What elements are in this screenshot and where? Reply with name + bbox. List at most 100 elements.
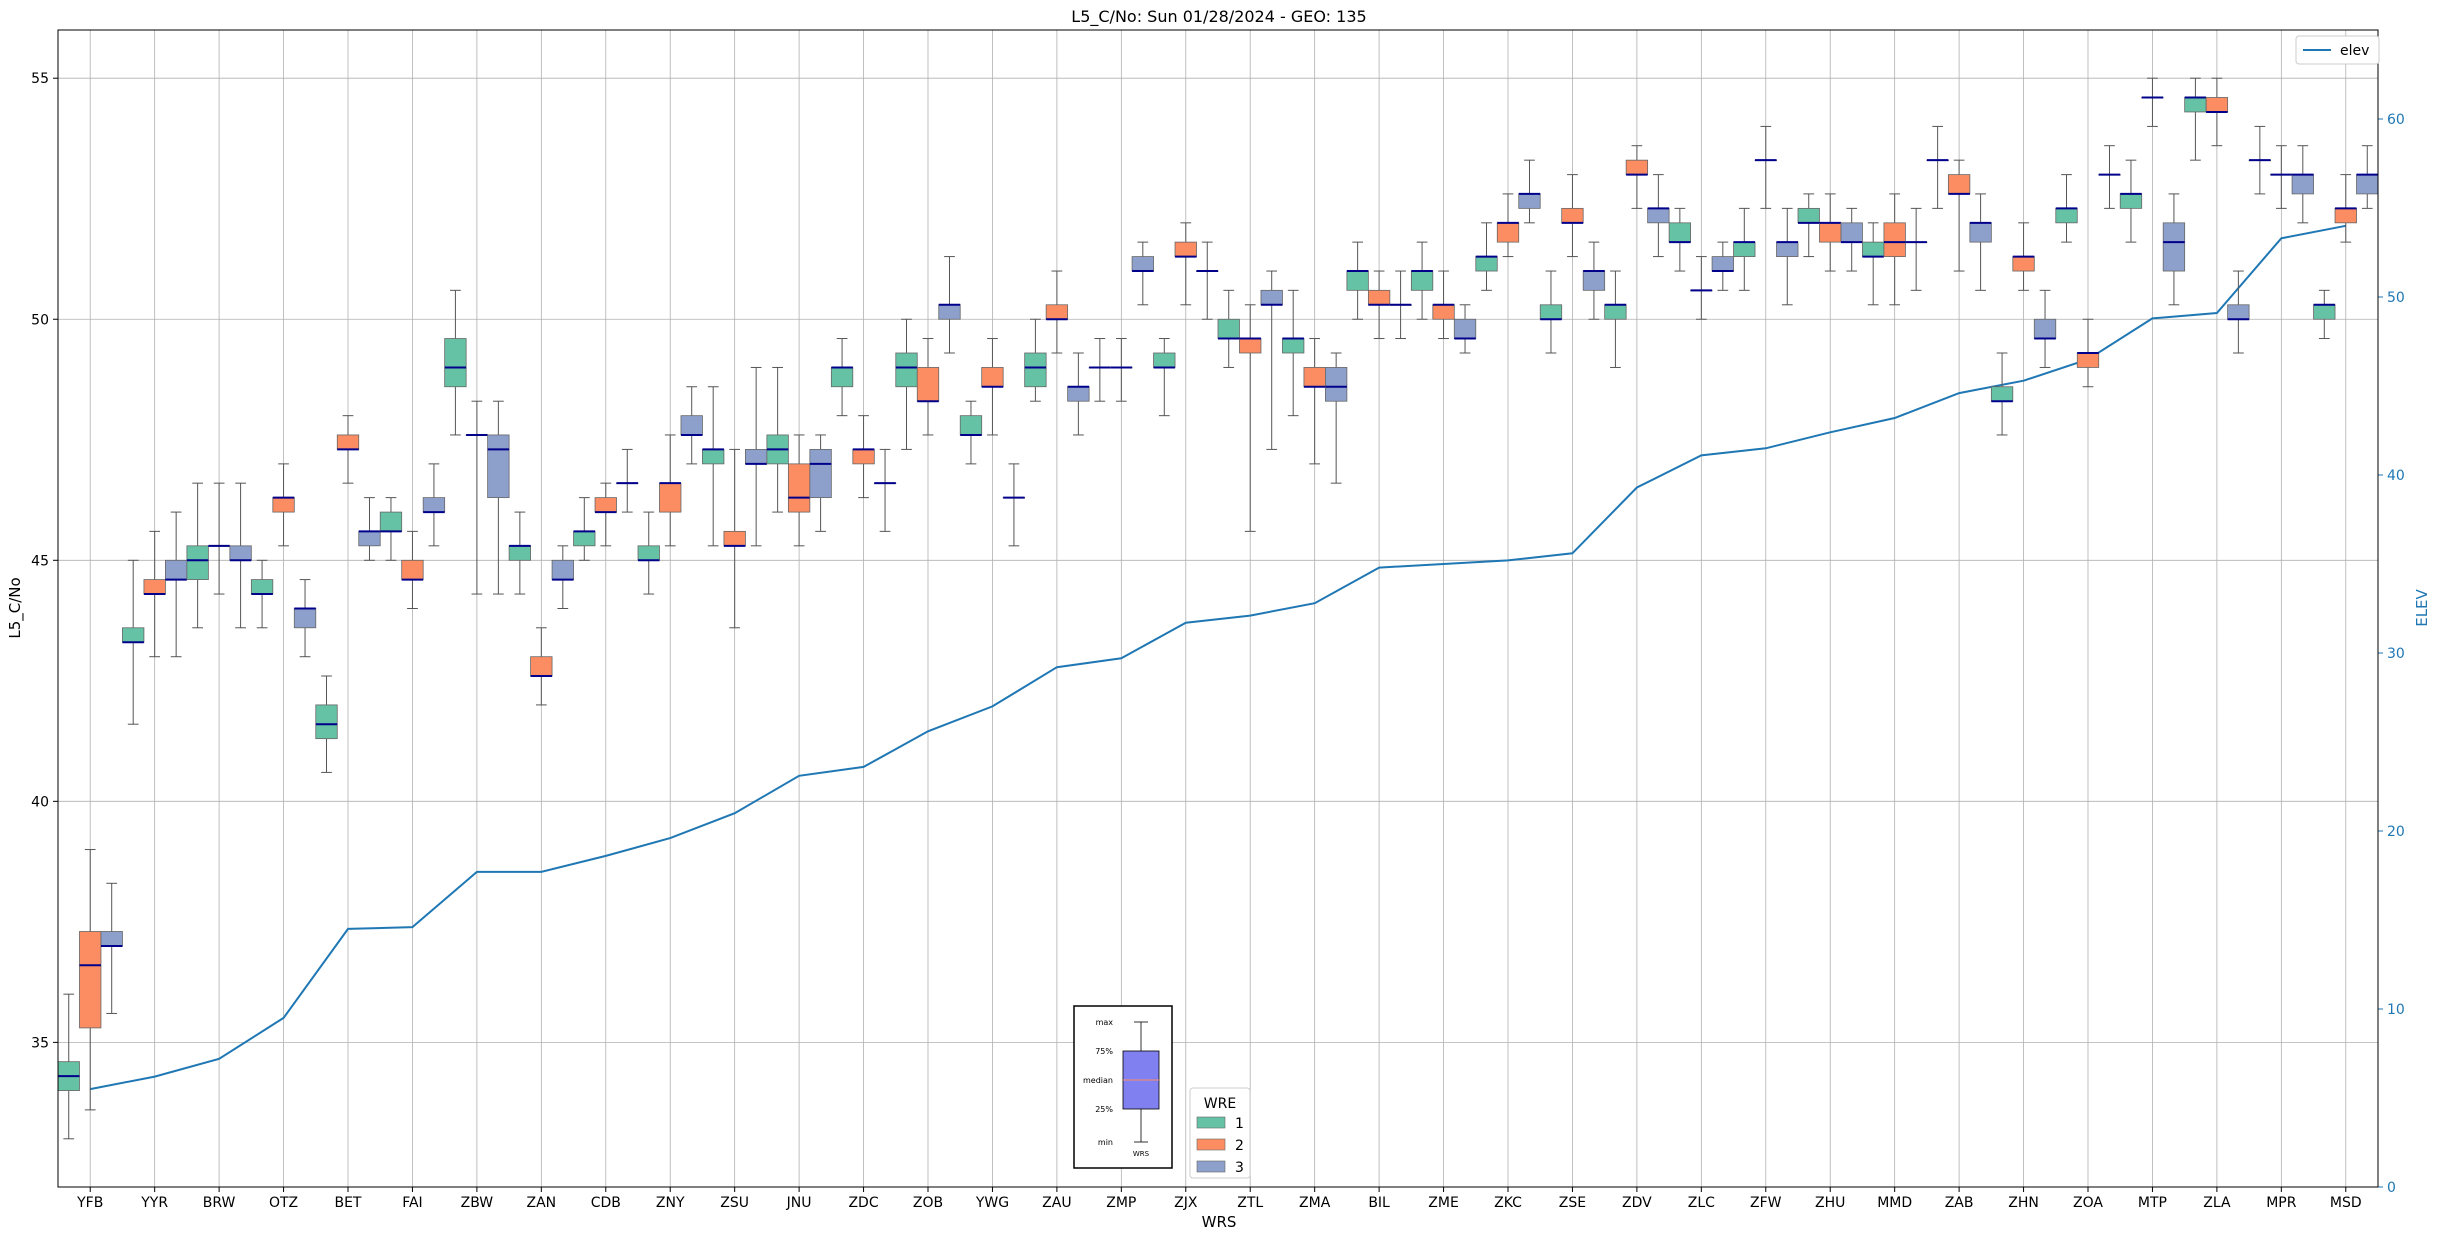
iqr-box (659, 482, 682, 513)
iqr-box (1539, 304, 1563, 320)
iqr-box (530, 656, 553, 677)
y2-tick-label: 20 (2387, 824, 2405, 840)
elev-line (90, 224, 2346, 1091)
box-ZTL-wre1 (1217, 289, 1240, 368)
x-tick-label: ZJX (1174, 1195, 1198, 1211)
box-ZFW-wre2 (1754, 125, 1777, 209)
box-ZLC-wre2 (1690, 256, 1713, 320)
iqr-box (1883, 222, 1906, 257)
iqr-box (1862, 241, 1885, 257)
iqr-box (916, 367, 940, 402)
box-YWG-wre2 (981, 338, 1004, 436)
x-tick-label: ZOB (913, 1195, 943, 1211)
x-tick-label: ZSU (720, 1195, 749, 1211)
x-tick-label: BIL (1368, 1195, 1390, 1211)
iqr-box (680, 415, 703, 436)
inset-label-min: min (1098, 1138, 1113, 1147)
iqr-box (293, 608, 317, 629)
box-MMD-wre1 (1862, 222, 1885, 306)
box-CDB-wre1 (573, 497, 596, 561)
iqr-box (100, 931, 123, 947)
iqr-box (508, 545, 531, 561)
box-ZKC-wre1 (1475, 222, 1498, 291)
box-MTP-wre2 (2141, 77, 2164, 127)
box-ZSE-wre3 (1582, 241, 1606, 320)
y2-tick-label: 0 (2387, 1180, 2396, 1196)
y2-tick-label: 50 (2387, 290, 2405, 306)
x-tick-label: ZMP (1106, 1195, 1136, 1211)
box-ZMA-wre3 (1325, 352, 1348, 484)
box-ZME-wre1 (1410, 241, 1434, 320)
wre-legend: WRE 1 2 3 (1189, 1087, 1251, 1179)
iqr-box (2356, 174, 2379, 195)
x-tick-label: ZLA (2203, 1195, 2231, 1211)
box-MTP-wre1 (2119, 159, 2143, 243)
box-BIL-wre2 (1367, 270, 1391, 340)
iqr-box (1776, 241, 1799, 257)
box-ZOA-wre2 (2076, 318, 2100, 388)
box-ZHU-wre1 (1797, 193, 1820, 258)
box-MMD-wre3 (1905, 207, 1928, 291)
iqr-box (1518, 193, 1541, 209)
iqr-box (1625, 159, 1649, 176)
iqr-box (723, 530, 746, 547)
iqr-box (573, 530, 596, 547)
iqr-box (895, 352, 918, 388)
iqr-box (122, 627, 145, 643)
box-ZDC-wre1 (830, 338, 854, 417)
iqr-box (2055, 207, 2078, 224)
box-ZTL-wre2 (1239, 304, 1262, 532)
iqr-box (637, 545, 660, 561)
iqr-box (165, 559, 188, 580)
box-ZSU-wre1 (702, 386, 725, 547)
x-tick-label: ZKC (1494, 1195, 1522, 1211)
iqr-box (1045, 304, 1069, 320)
iqr-box (336, 434, 360, 450)
iqr-box (1325, 367, 1348, 402)
box-MPR-wre2 (2270, 145, 2293, 209)
wre-legend-swatch-3 (1196, 1160, 1226, 1173)
x-tick-label: CDB (591, 1195, 621, 1211)
box-YFB-wre2 (79, 849, 102, 1111)
y-tick-label: 40 (31, 794, 49, 810)
box-ZOB-wre2 (916, 338, 940, 436)
iqr-box (830, 367, 854, 388)
x-tick-label: ZLC (1688, 1195, 1715, 1211)
x-tick-label: ZDV (1622, 1195, 1652, 1211)
x-tick-label: YYR (140, 1195, 168, 1211)
iqr-box (1153, 352, 1176, 368)
x-tick-label: ZAB (1945, 1195, 1974, 1211)
box-ZDV-wre3 (1647, 174, 1670, 258)
box-YYR-wre3 (165, 511, 188, 658)
iqr-box (1367, 289, 1391, 306)
box-YFB-wre3 (100, 882, 123, 1014)
box-YWG-wre1 (959, 400, 983, 465)
box-ZAU-wre1 (1024, 318, 1047, 402)
box-ZTL-wre3 (1260, 270, 1283, 450)
x-tick-label: JNU (786, 1195, 812, 1211)
iqr-box (2205, 97, 2229, 113)
y2-tick-label: 40 (2387, 468, 2405, 484)
box-MSD-wre2 (2334, 174, 2357, 243)
iqr-box (1819, 222, 1842, 243)
box-BRW-wre1 (186, 482, 209, 629)
box-ZDC-wre3 (873, 448, 897, 532)
iqr-box (1303, 367, 1326, 388)
inset-xlabel: WRS (1133, 1150, 1150, 1158)
x-tick-label: ZFW (1750, 1195, 1782, 1211)
wre-legend-label-2: 2 (1235, 1138, 1244, 1154)
iqr-box (1711, 256, 1734, 272)
box-JNU-wre2 (787, 434, 811, 547)
x-tick-label: MSD (2330, 1195, 2362, 1211)
x-tick-label: ZHN (2008, 1195, 2039, 1211)
iqr-box (1647, 207, 1670, 224)
y-tick-label: 55 (31, 71, 49, 87)
box-ZAU-wre2 (1045, 270, 1069, 354)
x-tick-label: ZAN (527, 1195, 557, 1211)
box-ZBW-wre2 (465, 400, 489, 595)
box-ZOA-wre3 (2098, 145, 2121, 209)
wre-legend-swatch-2 (1196, 1138, 1226, 1151)
grid (58, 30, 2378, 1187)
iqr-box (2012, 256, 2035, 272)
box-MPR-wre1 (2248, 125, 2271, 195)
